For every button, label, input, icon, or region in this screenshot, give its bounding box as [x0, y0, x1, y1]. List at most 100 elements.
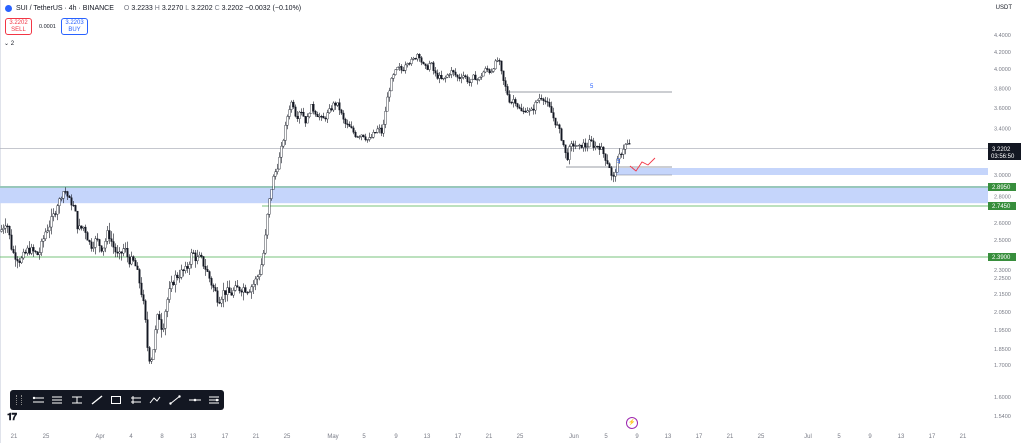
- toolbar-drag-handle[interactable]: [16, 395, 22, 405]
- candle: [30, 243, 33, 256]
- candle: [150, 357, 153, 364]
- trend-line-icon[interactable]: [165, 393, 185, 407]
- fib-retracement-icon[interactable]: [67, 393, 87, 407]
- price-tick-label: 1.5400: [994, 414, 1011, 420]
- candle: [548, 98, 551, 108]
- candle: [498, 58, 501, 66]
- candle: [160, 312, 163, 338]
- candle: [80, 225, 83, 231]
- currency-label[interactable]: USDT: [995, 5, 1012, 11]
- symbol-title[interactable]: SUI / TetherUS · 4h · BINANCE: [16, 5, 114, 12]
- candle: [214, 283, 217, 292]
- candle: [28, 241, 31, 256]
- candle: [360, 134, 363, 141]
- candle: [278, 152, 281, 170]
- candle: [574, 140, 577, 150]
- candle: [152, 349, 155, 360]
- candle: [350, 121, 353, 129]
- candle: [452, 69, 455, 77]
- candle: [348, 121, 351, 127]
- candle: [296, 111, 299, 122]
- price-tick-label: 1.9500: [994, 328, 1011, 334]
- candle: [48, 220, 51, 239]
- candle: [542, 97, 545, 106]
- lightning-event-icon[interactable]: ⚡: [626, 417, 638, 429]
- candle: [334, 101, 337, 110]
- candle: [540, 94, 543, 101]
- candle: [394, 69, 397, 76]
- candle: [450, 66, 453, 79]
- price-tick-label: 4.0000: [994, 67, 1011, 73]
- path-icon[interactable]: [146, 393, 166, 407]
- candle: [42, 235, 45, 248]
- sell-button[interactable]: 3.2202 SELL: [5, 18, 32, 35]
- candle: [126, 241, 129, 263]
- candle: [228, 280, 231, 293]
- candle: [554, 117, 557, 128]
- candle: [12, 245, 15, 254]
- price-tick-label: 1.6000: [994, 395, 1011, 401]
- candle: [476, 78, 479, 85]
- candle: [90, 238, 93, 252]
- candle: [372, 129, 375, 139]
- candle: [222, 282, 225, 308]
- candle: [226, 280, 229, 302]
- candle: [236, 280, 239, 288]
- candle: [386, 92, 389, 112]
- candle: [580, 144, 583, 149]
- candle: [302, 107, 305, 117]
- candle: [250, 284, 253, 299]
- price-tick-label: 4.2000: [994, 50, 1011, 56]
- candle: [138, 268, 141, 289]
- candle: [98, 238, 101, 253]
- candle: [432, 61, 435, 75]
- candle: [240, 288, 243, 297]
- candle: [268, 198, 271, 218]
- candle: [158, 310, 161, 320]
- candle: [0, 224, 3, 233]
- position-icon[interactable]: [126, 393, 146, 407]
- indicators-toggle[interactable]: ⌄ 2: [4, 41, 15, 47]
- candle: [114, 243, 117, 258]
- candle: [8, 225, 11, 240]
- candle: [616, 155, 619, 173]
- candle: [196, 249, 199, 265]
- time-axis[interactable]: 21 25 Apr 4 8 13 17 21 25 May 5 9 13 17 21 25 Jun 5 9 13 17 2…: [11, 434, 967, 440]
- buy-button[interactable]: 3.2203 BUY: [61, 18, 88, 35]
- candle: [608, 162, 611, 169]
- time-tick-label: 9: [868, 434, 872, 440]
- horizontal-line-icon[interactable]: [185, 393, 205, 407]
- candle: [310, 104, 313, 114]
- parallel-channel-icon[interactable]: [48, 393, 68, 407]
- candle: [174, 270, 177, 293]
- candle: [170, 275, 173, 292]
- price-axis[interactable]: 4.40004.20004.00003.80003.60003.40003.20…: [994, 33, 1011, 420]
- candle: [454, 68, 457, 78]
- time-tick-label: 9: [635, 434, 639, 440]
- anchored-vwap-icon[interactable]: [204, 393, 224, 407]
- candle: [156, 313, 159, 334]
- close-label: C: [214, 5, 220, 12]
- candle: [190, 248, 193, 269]
- candle: [508, 90, 511, 104]
- candle: [458, 73, 461, 82]
- horizontal-ray-icon[interactable]: [28, 393, 48, 407]
- rectangle-icon[interactable]: [106, 393, 126, 407]
- candle: [208, 270, 211, 283]
- candle: [382, 119, 385, 137]
- candle: [436, 69, 439, 80]
- time-tick-label: 13: [665, 434, 672, 440]
- candle: [444, 75, 447, 83]
- price-tick-label: 2.1500: [994, 292, 1011, 298]
- time-tick-label: 13: [190, 434, 197, 440]
- level-lower-label-bg: [988, 202, 1016, 210]
- candle: [536, 99, 539, 104]
- candle: [234, 280, 237, 292]
- candle: [294, 104, 297, 118]
- candle: [124, 242, 127, 253]
- pen-icon[interactable]: [87, 393, 107, 407]
- time-tick-label: 5: [604, 434, 608, 440]
- candle: [154, 325, 157, 353]
